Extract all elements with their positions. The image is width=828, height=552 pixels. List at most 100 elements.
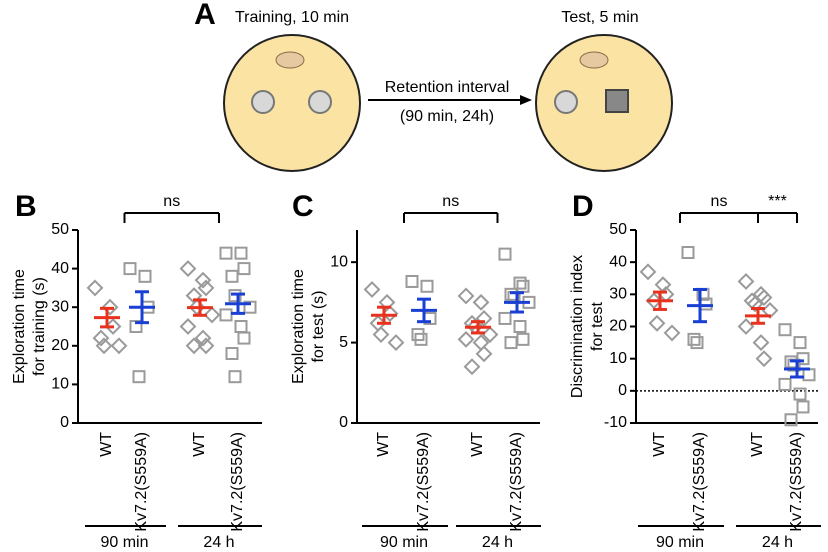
object <box>308 90 332 114</box>
y-tick-label: 30 <box>609 286 627 303</box>
data-point <box>755 350 773 368</box>
data-point <box>457 287 475 305</box>
x-tick-label: WT <box>469 432 486 457</box>
data-point <box>475 345 493 363</box>
data-point <box>86 279 104 297</box>
data-point <box>179 260 197 278</box>
panel-a: A Training, 10 min Test, 5 min Retention… <box>194 0 673 172</box>
data-point <box>778 323 792 337</box>
group-label: 90 min <box>656 534 704 551</box>
y-tick-label: 0 <box>339 414 348 431</box>
object <box>605 89 629 113</box>
data-point <box>110 337 128 355</box>
data-point <box>687 332 701 346</box>
data-point <box>516 332 530 346</box>
mouse <box>275 51 305 69</box>
data-point <box>475 310 493 327</box>
data-point <box>123 262 137 276</box>
data-point <box>132 370 146 384</box>
y-tick-label: 50 <box>609 221 627 238</box>
data-point <box>363 281 381 298</box>
x-tick-label: Kv7.2(S559A) <box>691 432 708 532</box>
data-point <box>498 311 512 325</box>
arrow-label: Retention interval <box>385 79 510 96</box>
data-point <box>639 263 657 281</box>
data-point <box>372 326 390 343</box>
y-tick-label: 40 <box>609 253 627 270</box>
data-point <box>755 289 773 306</box>
x-tick-label: WT <box>375 432 392 457</box>
data-point <box>457 330 475 348</box>
significance-label: ns <box>711 193 728 210</box>
object <box>554 90 578 114</box>
data-point <box>472 293 490 311</box>
data-point <box>681 246 695 260</box>
group-label: 24 h <box>482 534 513 551</box>
y-tick-label: 10 <box>609 350 627 367</box>
data-point <box>228 289 242 303</box>
data-point <box>129 320 143 333</box>
y-tick-label: 50 <box>51 221 69 238</box>
significance-label: *** <box>768 193 787 210</box>
data-point <box>481 326 499 343</box>
y-tick-label: -10 <box>604 414 627 431</box>
data-point <box>234 320 248 333</box>
significance-label: ns <box>442 193 459 210</box>
y-tick-label: 40 <box>51 260 69 277</box>
y-tick-label: 20 <box>609 318 627 335</box>
y-tick-label: 10 <box>51 376 69 393</box>
data-point <box>648 314 666 332</box>
x-tick-label: Kv7.2(S559A) <box>788 432 805 532</box>
y-tick-label: 0 <box>60 414 69 431</box>
data-point <box>95 337 113 355</box>
object <box>251 90 275 114</box>
data-point <box>225 269 239 283</box>
data-point <box>101 298 119 316</box>
x-tick-label: Kv7.2(S559A) <box>229 432 246 532</box>
data-point <box>463 358 481 376</box>
arrowhead <box>520 95 532 105</box>
group-label: 90 min <box>380 534 428 551</box>
data-point <box>219 246 233 260</box>
data-point <box>504 287 518 301</box>
data-point <box>796 400 810 414</box>
data-point <box>219 308 233 322</box>
data-point <box>793 336 807 350</box>
y-tick-label: 30 <box>51 298 69 315</box>
data-point <box>504 336 518 350</box>
significance-label: ns <box>163 193 180 210</box>
x-tick-label: Kv7.2(S559A) <box>415 432 432 532</box>
data-point <box>793 387 807 401</box>
training-label: Training, 10 min <box>235 9 349 26</box>
data-point <box>761 302 779 319</box>
data-point <box>228 370 242 384</box>
data-point <box>234 246 248 260</box>
data-point <box>737 273 755 290</box>
data-point <box>737 318 755 335</box>
data-point <box>746 295 764 313</box>
data-point <box>225 347 239 361</box>
data-point <box>513 276 527 290</box>
data-point <box>197 279 215 297</box>
y-axis-label: for test <box>589 301 606 350</box>
panel-letter: A <box>194 0 216 31</box>
data-point <box>752 334 770 351</box>
data-point <box>203 306 221 324</box>
mouse <box>579 51 609 69</box>
data-point <box>784 413 798 427</box>
y-tick-label: 5 <box>339 334 348 351</box>
data-point <box>237 331 251 345</box>
data-point <box>516 279 530 293</box>
x-tick-label: Kv7.2(S559A) <box>508 432 525 532</box>
x-tick-label: Kv7.2(S559A) <box>133 432 150 532</box>
data-point <box>237 262 251 276</box>
panel-letter: C <box>292 190 314 223</box>
x-tick-label: WT <box>98 432 115 457</box>
x-tick-label: WT <box>651 432 668 457</box>
data-point <box>194 329 212 347</box>
arrow-label: (90 min, 24h) <box>400 108 494 125</box>
data-point <box>194 271 212 289</box>
y-axis-label: Exploration time <box>290 269 307 384</box>
